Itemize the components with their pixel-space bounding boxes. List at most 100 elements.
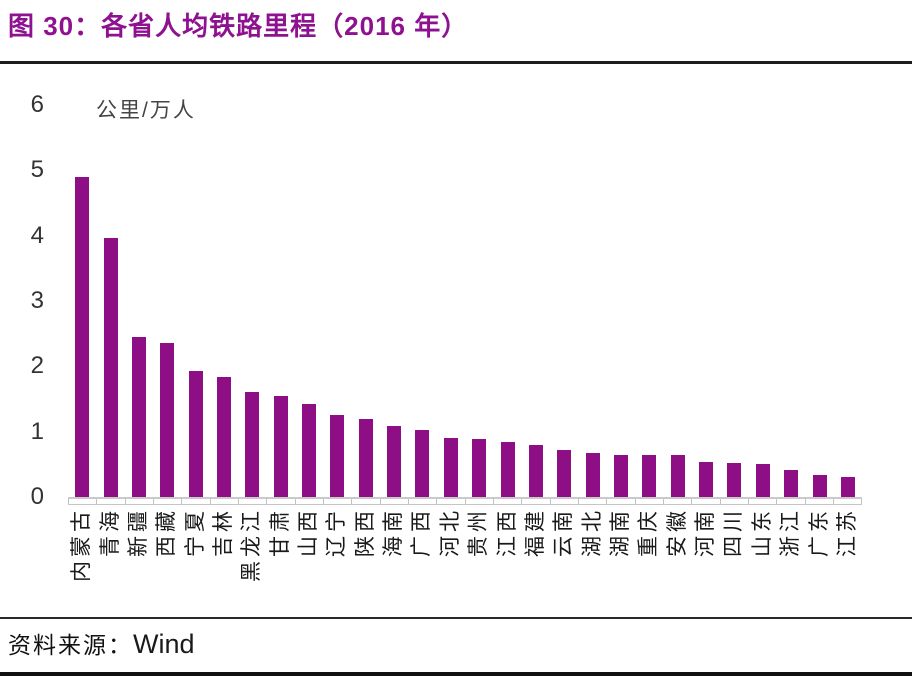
x-label: 浙江	[777, 505, 805, 617]
x-label: 福建	[522, 505, 550, 617]
y-axis: 0 1 2 3 4 5 6	[6, 91, 44, 510]
x-label: 海南	[380, 505, 408, 617]
bar	[727, 463, 742, 497]
bar-slot	[720, 105, 748, 497]
bottom-border	[0, 672, 912, 676]
source-row: 资料来源： Wind	[8, 626, 195, 660]
bar	[500, 442, 515, 497]
x-label-text: 河北	[438, 507, 462, 557]
bar	[812, 474, 827, 497]
x-label-text: 重庆	[637, 507, 661, 557]
x-tick	[692, 499, 721, 504]
bar-slot	[181, 105, 209, 497]
x-label-text: 江苏	[835, 507, 859, 557]
x-label: 辽宁	[323, 505, 351, 617]
bar	[472, 438, 487, 497]
y-tick-label: 3	[30, 287, 44, 314]
bar	[131, 336, 146, 497]
bar	[415, 429, 430, 497]
x-label-text: 海南	[382, 507, 406, 557]
bar-slot	[96, 105, 124, 497]
bar-slot	[408, 105, 436, 497]
bar	[75, 176, 90, 497]
plot-area	[68, 105, 862, 499]
y-axis-unit-label: 公里/万人	[96, 99, 196, 122]
bar-slot	[805, 105, 833, 497]
bar	[670, 455, 685, 497]
bar-slot	[607, 105, 635, 497]
bar-slot	[465, 105, 493, 497]
y-tick-label: 6	[30, 91, 44, 118]
bar-slot	[68, 105, 96, 497]
x-tick	[68, 499, 98, 504]
x-label-text: 陕西	[353, 507, 377, 557]
x-axis-ticks	[68, 499, 863, 505]
x-tick	[636, 499, 664, 504]
x-tick	[834, 499, 863, 504]
bar-slot	[153, 105, 181, 497]
x-label-text: 江西	[495, 507, 519, 557]
x-tick	[409, 499, 438, 504]
bar-slot	[692, 105, 720, 497]
x-tick	[749, 499, 778, 504]
bar	[755, 464, 770, 497]
x-tick	[437, 499, 466, 504]
bar	[216, 376, 231, 497]
x-tick	[721, 499, 749, 504]
x-label-text: 吉林	[211, 507, 235, 557]
x-label: 河北	[437, 505, 465, 617]
y-tick-label: 4	[30, 221, 44, 249]
source-name: Wind	[133, 629, 195, 659]
x-label: 湖南	[607, 505, 635, 617]
x-label: 陕西	[352, 505, 380, 617]
bar	[699, 461, 714, 497]
x-tick	[664, 499, 693, 504]
x-label-text: 宁夏	[183, 507, 207, 557]
x-tick	[267, 499, 296, 504]
bar	[358, 419, 373, 497]
x-label-text: 西藏	[155, 507, 179, 557]
bar	[443, 437, 458, 497]
bar	[784, 470, 799, 497]
x-tick	[324, 499, 353, 504]
x-label-text: 广西	[410, 507, 434, 557]
bar-slot	[578, 105, 606, 497]
bar	[528, 445, 543, 497]
x-label-text: 贵州	[467, 507, 491, 557]
bar-slot	[295, 105, 323, 497]
bar	[188, 370, 203, 497]
x-label-text: 湖南	[609, 507, 632, 557]
x-tick	[522, 499, 551, 504]
bar	[614, 454, 628, 497]
x-tick	[466, 499, 494, 504]
bar-slot	[550, 105, 578, 497]
bar-slot	[522, 105, 550, 497]
x-label: 湖北	[578, 505, 606, 617]
x-tick	[381, 499, 409, 504]
x-label: 山东	[749, 505, 777, 617]
x-label-text: 四川	[722, 507, 746, 557]
x-label: 广东	[805, 505, 833, 617]
x-tick	[211, 499, 239, 504]
bar	[273, 396, 288, 497]
x-label: 河南	[692, 505, 720, 617]
x-label: 安徽	[664, 505, 692, 617]
bar	[840, 476, 855, 497]
x-label: 四川	[720, 505, 748, 617]
bar-slot	[777, 105, 805, 497]
x-tick	[579, 499, 608, 504]
x-tick	[494, 499, 523, 504]
x-label: 甘肃	[267, 505, 295, 617]
x-tick	[551, 499, 579, 504]
bar-slot	[210, 105, 238, 497]
x-axis-labels: 内蒙古 青海 新疆 西藏 宁夏 吉林 黑龙江 甘肃 山西 辽宁 陕西 海南 广西 河北 贵州 江西 福建 云南 湖北…	[68, 505, 862, 617]
source-divider	[0, 617, 912, 619]
x-label-text: 黑龙江	[240, 507, 264, 582]
x-label-text: 辽宁	[325, 507, 349, 557]
y-tick-label: 5	[30, 156, 44, 184]
source-label: 资料来源：	[8, 633, 133, 658]
x-tick	[182, 499, 211, 504]
x-label-text: 广东	[807, 507, 831, 557]
x-label-text: 新疆	[126, 507, 150, 557]
x-tick	[607, 499, 636, 504]
